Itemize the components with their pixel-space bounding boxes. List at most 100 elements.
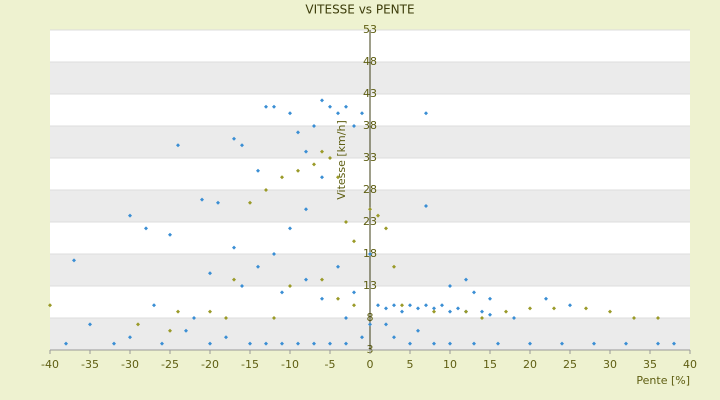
point [176, 143, 180, 148]
point [352, 303, 356, 308]
point [136, 322, 140, 327]
point [336, 175, 340, 180]
point [304, 149, 308, 154]
x-tick-label: -15 [241, 358, 259, 371]
point [280, 175, 284, 180]
point [384, 306, 388, 311]
point [608, 309, 612, 314]
point [544, 296, 548, 301]
x-tick-label: -5 [325, 358, 336, 371]
point [168, 328, 172, 333]
x-tick-label: 20 [523, 358, 537, 371]
point [288, 284, 292, 288]
point [192, 316, 196, 320]
point [480, 309, 484, 314]
point [448, 341, 452, 346]
point [432, 341, 436, 346]
x-tick-label: 25 [563, 358, 577, 371]
x-tick-label: 40 [683, 358, 697, 371]
point [424, 204, 428, 208]
point [376, 303, 380, 308]
point [320, 277, 324, 282]
point [248, 341, 252, 346]
point [552, 306, 556, 311]
point [360, 335, 364, 340]
point [272, 104, 276, 109]
point [160, 341, 164, 346]
point [408, 341, 412, 346]
point [208, 271, 212, 276]
point [464, 309, 468, 314]
point [344, 341, 348, 346]
point [400, 303, 404, 308]
point [392, 303, 396, 308]
point [152, 303, 156, 308]
y-tick-label: 53 [363, 23, 377, 36]
point [624, 341, 628, 346]
point [248, 200, 252, 205]
point [256, 264, 260, 269]
point [328, 341, 332, 346]
point [352, 124, 356, 128]
point [656, 316, 660, 320]
point [672, 341, 676, 346]
point [288, 111, 292, 116]
point [240, 143, 244, 148]
point [336, 111, 340, 116]
point [336, 296, 340, 301]
point [320, 296, 324, 301]
point [392, 335, 396, 340]
point [328, 104, 332, 109]
point [264, 188, 268, 192]
point [568, 303, 572, 308]
point [416, 328, 420, 333]
point [440, 303, 444, 308]
point [336, 264, 340, 269]
point [584, 306, 588, 311]
point [384, 226, 388, 231]
point [320, 149, 324, 154]
x-tick-label: -10 [281, 358, 299, 371]
point [88, 322, 92, 327]
point [656, 341, 660, 346]
point [400, 309, 404, 314]
point [496, 341, 500, 346]
point [72, 258, 76, 263]
point [504, 309, 508, 314]
point [176, 309, 180, 314]
point [368, 252, 372, 256]
point [528, 341, 532, 346]
point [312, 124, 316, 128]
x-tick-label: -40 [41, 358, 59, 371]
point [512, 316, 516, 320]
y-axis-label: Vitesse [km/h] [335, 120, 348, 200]
point [144, 226, 148, 231]
point [304, 207, 308, 212]
point [232, 136, 236, 141]
point [280, 341, 284, 346]
point [456, 306, 460, 311]
point [48, 303, 52, 308]
point [384, 322, 388, 327]
x-tick-label: 30 [603, 358, 617, 371]
x-tick-label: -25 [161, 358, 179, 371]
x-tick-label: 5 [407, 358, 414, 371]
point [312, 341, 316, 346]
point [208, 309, 212, 314]
point [392, 264, 396, 269]
point [304, 277, 308, 282]
point [424, 111, 428, 116]
x-tick-label: 15 [483, 358, 497, 371]
point [296, 341, 300, 346]
point [224, 316, 228, 320]
point [232, 277, 236, 282]
point [200, 197, 204, 202]
point [488, 296, 492, 301]
point [344, 316, 348, 320]
x-tick-label: 35 [643, 358, 657, 371]
point [224, 335, 228, 340]
point [432, 306, 436, 311]
point [184, 328, 188, 333]
point [264, 104, 268, 109]
